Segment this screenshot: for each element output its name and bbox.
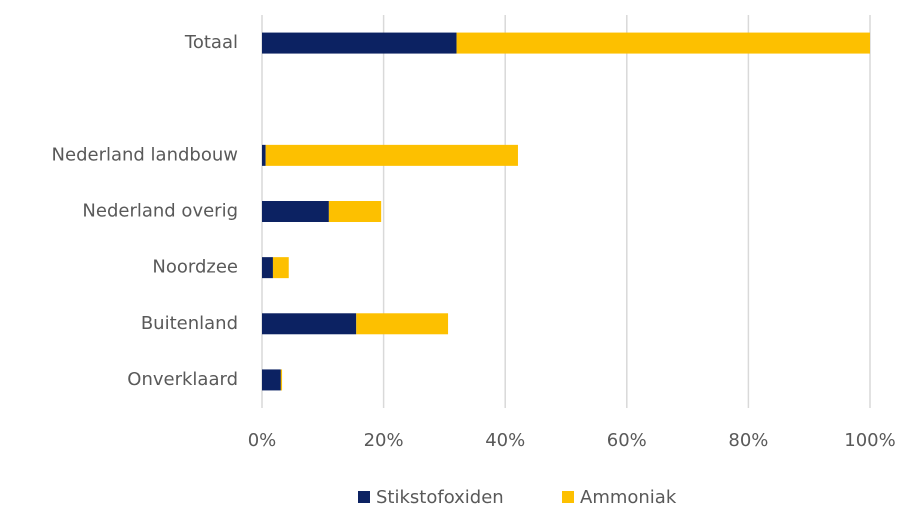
y-tick-label: Onverklaard (127, 369, 238, 390)
y-tick-label: Nederland overig (82, 201, 238, 222)
bar (262, 257, 273, 279)
y-tick-label: Noordzee (152, 257, 238, 278)
bar (262, 32, 457, 54)
bar (262, 313, 357, 335)
bar (456, 32, 870, 54)
x-tick-label: 40% (485, 430, 525, 451)
bar (328, 201, 382, 222)
bar (272, 257, 289, 279)
bar (356, 313, 449, 335)
y-tick-label: Totaal (184, 32, 238, 53)
x-tick-label: 20% (364, 430, 404, 451)
bar (262, 144, 266, 166)
bar (262, 201, 329, 222)
x-tick-label: 100% (844, 430, 895, 451)
legend-label: Ammoniak (580, 487, 677, 508)
x-tick-label: 0% (248, 430, 277, 451)
legend-label: Stikstofoxiden (376, 487, 504, 508)
x-tick-label: 80% (728, 430, 768, 451)
legend-swatch (358, 491, 370, 503)
bar (280, 369, 283, 391)
bar (265, 144, 518, 166)
y-tick-label: Buitenland (141, 313, 238, 334)
legend-swatch (562, 491, 574, 503)
bar (262, 369, 281, 391)
x-tick-label: 60% (607, 430, 647, 451)
y-tick-label: Nederland landbouw (52, 144, 238, 165)
